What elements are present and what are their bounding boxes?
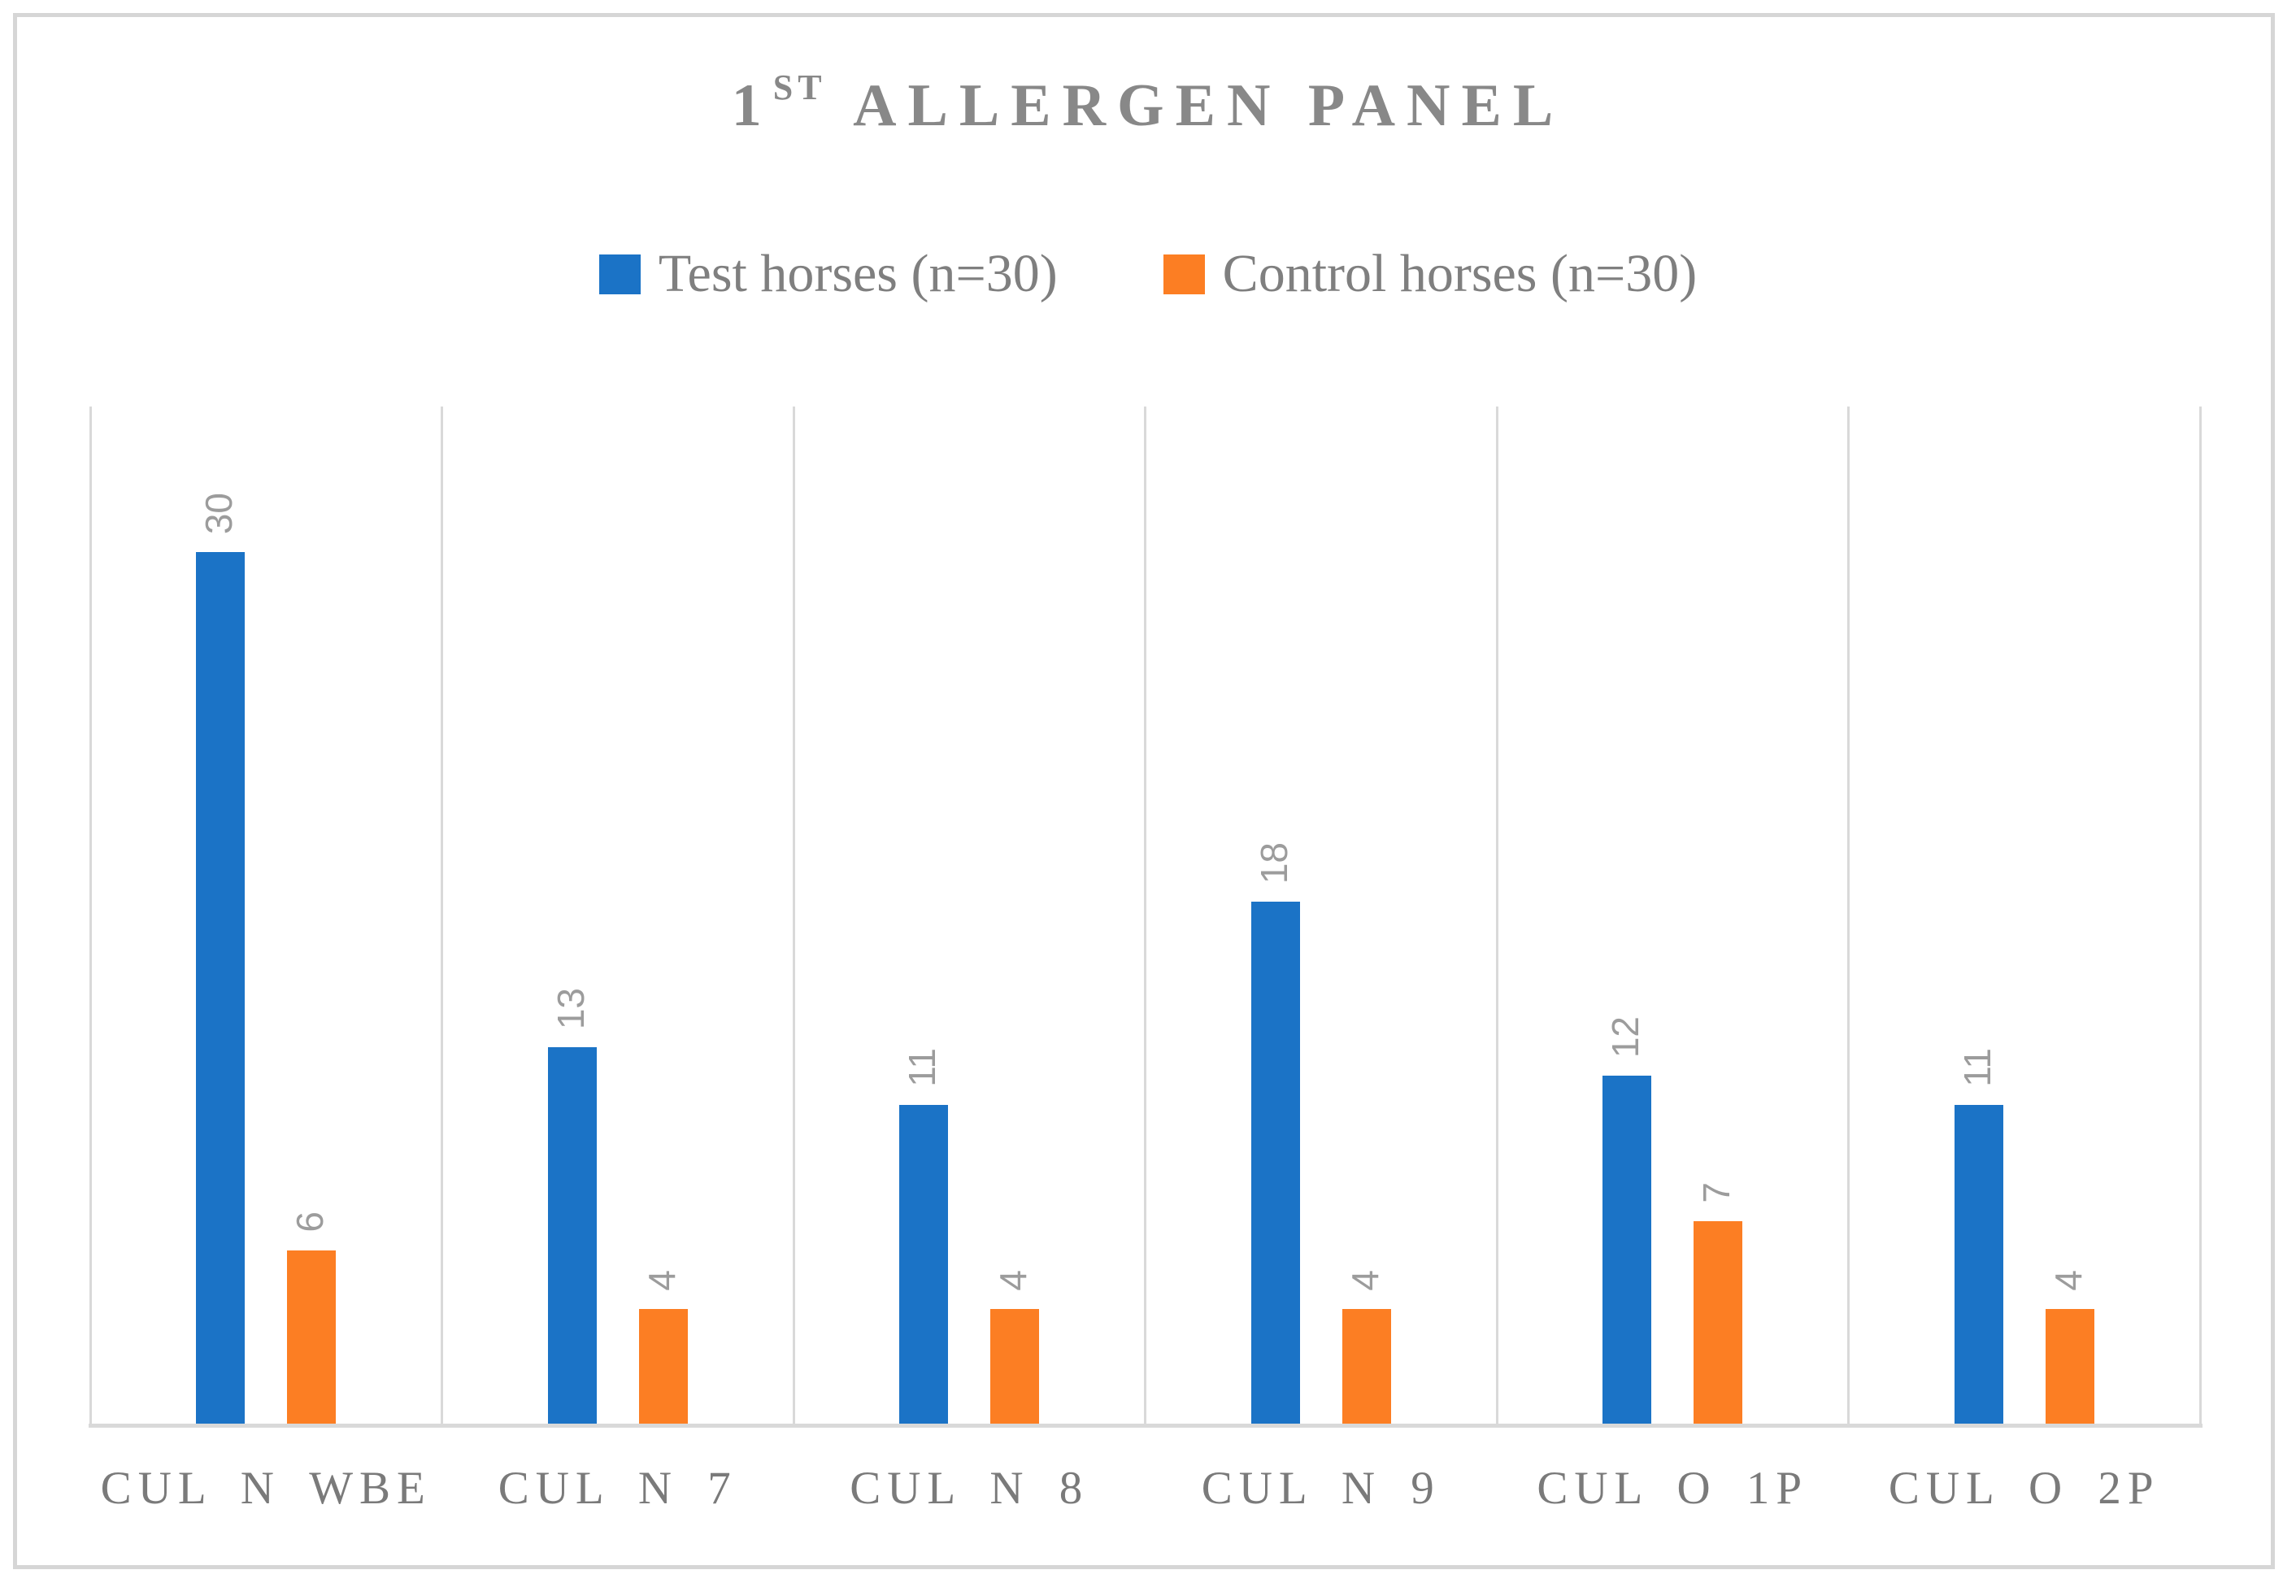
bar-test-horses-cul-n-7 — [547, 1047, 597, 1425]
category-label-cul-n-9: CUL N 9 — [1201, 1463, 1441, 1514]
bar-control-horses-cul-o-1p — [1694, 1221, 1743, 1425]
value-label-test-horses-cul-n-7: 13 — [549, 987, 592, 1029]
value-label-test-horses-cul-n-8: 11 — [901, 1048, 944, 1087]
legend-label-test-horses: Test horses (n=30) — [658, 244, 1058, 303]
category-separator-gridline — [2198, 407, 2202, 1425]
legend: Test horses (n=30) Control horses (n=30) — [0, 229, 2296, 319]
bar-test-horses-cul-n-9 — [1250, 902, 1300, 1425]
bar-control-horses-cul-n-8 — [990, 1309, 1040, 1425]
category-label-cul-o-2p: CUL O 2P — [1888, 1463, 2160, 1514]
value-label-control-horses-cul-n-7: 4 — [640, 1270, 683, 1291]
x-axis-line — [89, 1424, 2203, 1428]
bar-test-horses-cul-o-2p — [1954, 1105, 2003, 1425]
value-label-control-horses-cul-n-wbe: 6 — [289, 1211, 332, 1233]
category-separator-gridline — [1847, 407, 1850, 1425]
legend-swatch-control-horses-icon — [1163, 254, 1205, 294]
category-label-cul-n-7: CUL N 7 — [498, 1463, 737, 1514]
value-label-control-horses-cul-n-9: 4 — [1343, 1270, 1386, 1291]
bar-control-horses-cul-n-7 — [638, 1309, 688, 1425]
value-label-test-horses-cul-n-9: 18 — [1252, 841, 1295, 884]
legend-item-test-horses: Test horses (n=30) — [598, 243, 1058, 305]
value-label-test-horses-cul-o-1p: 12 — [1604, 1015, 1647, 1058]
value-label-test-horses-cul-n-wbe: 30 — [198, 492, 241, 534]
value-label-control-horses-cul-n-8: 4 — [992, 1270, 1035, 1291]
bar-test-horses-cul-o-1p — [1602, 1076, 1652, 1425]
bar-control-horses-cul-n-wbe — [287, 1250, 337, 1425]
chart-title-superscript: ST — [772, 67, 827, 108]
legend-label-control-horses: Control horses (n=30) — [1222, 244, 1698, 303]
plot-area: 30 6 13 4 11 4 18 4 12 7 11 4 — [89, 407, 2202, 1425]
category-label-cul-n-wbe: CUL N WBE — [100, 1463, 432, 1514]
category-separator-gridline — [1144, 407, 1146, 1425]
bar-test-horses-cul-n-wbe — [196, 552, 246, 1425]
legend-swatch-test-horses-icon — [598, 254, 641, 294]
category-separator-gridline — [441, 407, 443, 1425]
chart-title-number: 1 — [731, 72, 773, 139]
bar-control-horses-cul-o-2p — [2045, 1309, 2094, 1425]
bar-control-horses-cul-n-9 — [1342, 1309, 1391, 1425]
category-separator-gridline — [1495, 407, 1498, 1425]
category-label-cul-o-1p: CUL O 1P — [1537, 1463, 1809, 1514]
chart-title: 1ST ALLERGEN PANEL — [0, 67, 2296, 141]
value-label-control-horses-cul-o-2p: 4 — [2046, 1270, 2089, 1291]
category-separator-gridline — [792, 407, 795, 1425]
value-label-control-horses-cul-o-1p: 7 — [1695, 1182, 1738, 1203]
bar-test-horses-cul-n-8 — [899, 1105, 949, 1425]
category-label-cul-n-8: CUL N 8 — [850, 1463, 1089, 1514]
category-separator-gridline — [89, 407, 92, 1425]
value-label-test-horses-cul-o-2p: 11 — [1955, 1048, 1998, 1087]
legend-item-control-horses: Control horses (n=30) — [1163, 243, 1698, 305]
chart-title-text: ALLERGEN PANEL — [853, 72, 1565, 139]
